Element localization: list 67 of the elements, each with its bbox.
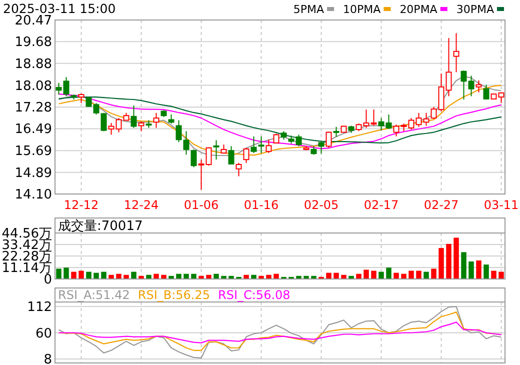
bar (446, 244, 452, 279)
bar (454, 238, 459, 279)
bar (394, 272, 399, 279)
bar (424, 272, 429, 279)
bar (468, 261, 474, 279)
text: RSI_B:56.25 (138, 288, 210, 302)
bar (416, 270, 422, 279)
x-tick-label: 12-12 (64, 198, 99, 212)
bar (438, 248, 444, 279)
bar (461, 252, 466, 279)
y-tick-label: 20.47 (14, 14, 52, 28)
y-tick-label: 15.69 (14, 144, 52, 160)
y-tick-label: 8 (44, 352, 52, 365)
chart-title: 2025-03-11 15:00 (3, 1, 116, 16)
bar (78, 270, 84, 279)
bar (86, 272, 92, 279)
x-tick-label: 01-06 (184, 198, 219, 212)
bar (176, 274, 182, 279)
bar (498, 272, 504, 279)
bar (56, 268, 62, 279)
y-tick-label: 112 (27, 300, 52, 316)
bar (154, 274, 159, 279)
text: RSI_C:56.08 (218, 288, 290, 302)
y-tick-label: 18.88 (14, 56, 52, 72)
y-tick-label: 0 (44, 272, 52, 288)
bar (364, 270, 369, 279)
bar (214, 274, 219, 279)
bar (491, 270, 496, 279)
chart-title: 成交量:70017 (58, 218, 143, 234)
y-tick-label: 14.89 (14, 166, 52, 181)
bar (476, 260, 482, 279)
y-tick-label: 16.49 (14, 122, 52, 138)
y-tick-label: 60 (35, 326, 52, 342)
bar (408, 270, 414, 279)
bar (116, 274, 122, 279)
x-tick-label: 02-05 (304, 198, 339, 212)
x-tick-label: 02-17 (364, 198, 399, 212)
x-tick-label: 03-11 (484, 198, 519, 212)
bar (64, 268, 69, 279)
legend-label: 5PMA (293, 3, 324, 16)
bar (131, 272, 136, 279)
text: RSI_A:51.42 (58, 288, 130, 302)
bar (334, 272, 339, 279)
bar (371, 270, 376, 279)
bar (94, 272, 99, 279)
y-tick-label: 19.68 (14, 35, 52, 50)
bar (431, 268, 436, 279)
legend-label: 20PMA (400, 3, 438, 16)
bar (326, 272, 332, 279)
bar (386, 268, 392, 279)
x-tick-label: 12-24 (124, 198, 159, 212)
bar (378, 272, 384, 279)
legend-label: 30PMA (456, 3, 494, 16)
bar (401, 274, 406, 279)
bar (184, 274, 189, 279)
legend-label: 10PMA (343, 3, 382, 16)
x-tick-label: 02-27 (424, 198, 459, 212)
bar (191, 274, 196, 279)
bar (484, 264, 489, 279)
y-tick-label: 14.10 (14, 188, 52, 202)
bar (101, 272, 106, 279)
y-tick-label: 17.28 (14, 100, 52, 116)
bar (356, 274, 362, 279)
bar (274, 274, 279, 279)
bar (71, 272, 76, 279)
x-tick-label: 01-16 (244, 198, 279, 212)
y-tick-label: 18.08 (14, 78, 52, 94)
